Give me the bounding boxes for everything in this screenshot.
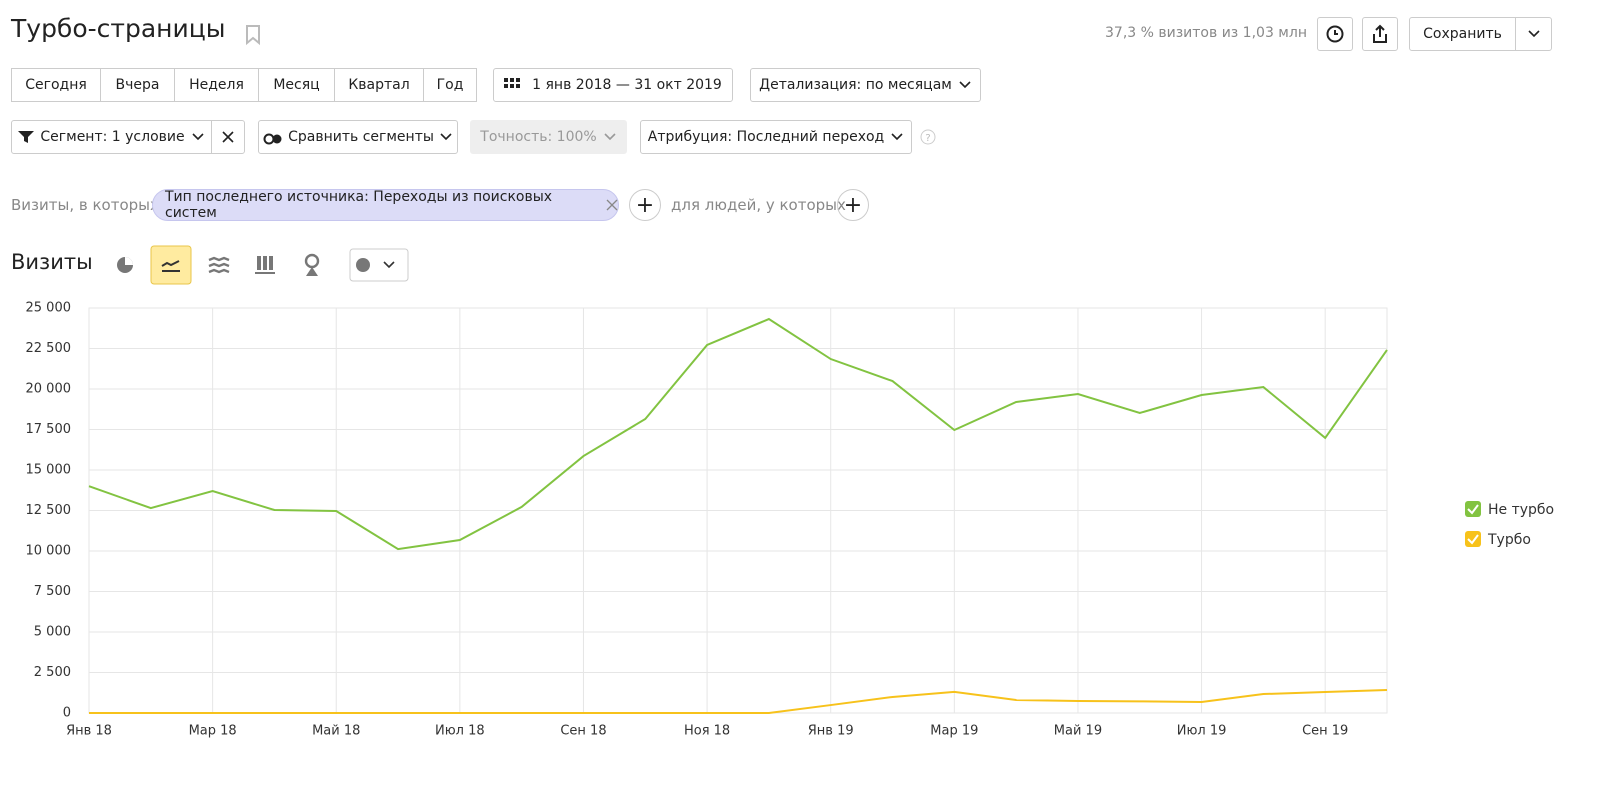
- y-tick-label: 2 500: [34, 665, 71, 680]
- area-type[interactable]: [208, 256, 230, 274]
- x-tick-label: Июл 19: [1177, 724, 1227, 739]
- filter-prefix: Визиты, в которых: [11, 196, 159, 214]
- legend-item[interactable]: Не турбо: [1465, 501, 1554, 518]
- y-tick-label: 12 500: [26, 503, 72, 518]
- svg-text:?: ?: [925, 133, 930, 144]
- y-tick-label: 20 000: [26, 382, 72, 397]
- compare-label: Сравнить сегменты: [288, 129, 434, 145]
- pie-type[interactable]: [117, 257, 133, 273]
- add-people-condition[interactable]: +: [837, 189, 869, 221]
- legend-checkbox: [1465, 531, 1481, 547]
- detail-label: Детализация: по месяцам: [759, 77, 952, 93]
- add-condition[interactable]: +: [629, 189, 661, 221]
- detail-button[interactable]: Детализация: по месяцам: [750, 68, 981, 102]
- segment-label: Сегмент: 1 условие: [40, 129, 185, 145]
- segment-clear[interactable]: [211, 120, 245, 154]
- accuracy-button: Точность: 100%: [470, 120, 627, 154]
- y-tick-label: 10 000: [26, 544, 72, 559]
- save-dropdown[interactable]: [1515, 17, 1552, 51]
- attribution-button[interactable]: Атрибуция: Последний переход: [640, 120, 912, 154]
- accuracy-label: Точность: 100%: [480, 129, 597, 145]
- legend-label: Турбо: [1487, 532, 1531, 548]
- legend-label: Не турбо: [1488, 502, 1554, 518]
- people-label: для людей, у которых: [671, 196, 846, 214]
- y-tick-label: 7 500: [34, 584, 71, 599]
- x-tick-label: Сен 19: [1302, 724, 1348, 739]
- map-type[interactable]: [304, 253, 320, 276]
- period-group: Сегодня Вчера Неделя Месяц Квартал Год: [11, 68, 477, 102]
- filter-chip[interactable]: Тип последнего источника: Переходы из по…: [152, 189, 619, 221]
- x-tick-label: Янв 19: [808, 724, 854, 739]
- chart-type-toolbar: [117, 245, 409, 285]
- bookmark-icon[interactable]: [244, 24, 262, 46]
- annotations-button[interactable]: [349, 248, 409, 282]
- attribution-label: Атрибуция: Последний переход: [647, 129, 885, 145]
- chart-heading: Визиты: [11, 250, 93, 274]
- x-tick-label: Мар 18: [189, 724, 237, 739]
- x-tick-label: Сен 18: [560, 724, 606, 739]
- series-line: [89, 688, 1388, 714]
- date-range: 1 янв 2018 — 31 окт 2019: [532, 77, 722, 93]
- segment-button[interactable]: Сегмент: 1 условие: [11, 120, 212, 154]
- legend-item[interactable]: Турбо: [1465, 531, 1531, 548]
- legend-checkbox: [1465, 501, 1481, 517]
- series-line: [88, 317, 1388, 551]
- legend-check: [1467, 504, 1479, 515]
- period-button[interactable]: Год: [423, 68, 477, 102]
- y-tick-label: 0: [63, 706, 71, 721]
- x-tick-label: Янв 18: [66, 724, 112, 739]
- y-tick-label: 25 000: [26, 301, 72, 316]
- legend-check: [1467, 534, 1479, 545]
- y-tick-label: 15 000: [26, 463, 72, 478]
- x-tick-label: Июл 18: [435, 724, 485, 739]
- compare-button[interactable]: Сравнить сегменты: [258, 120, 458, 154]
- help-icon[interactable]: ?: [920, 129, 936, 145]
- page-title: Турбо-страницы: [11, 14, 226, 43]
- x-tick-label: Мар 19: [930, 724, 978, 739]
- y-tick-label: 17 500: [26, 422, 72, 437]
- x-tick-label: Ноя 18: [684, 724, 730, 739]
- save-button[interactable]: Сохранить: [1409, 17, 1516, 51]
- x-tick-label: Май 18: [312, 724, 360, 739]
- visits-info: 37,3 % визитов из 1,03 млн: [1105, 25, 1307, 41]
- date-range-button[interactable]: 1 янв 2018 — 31 окт 2019: [493, 68, 733, 102]
- history-button[interactable]: [1317, 17, 1353, 51]
- bar-type[interactable]: [255, 256, 275, 274]
- export-button[interactable]: [1362, 17, 1398, 51]
- y-tick-label: 5 000: [34, 625, 71, 640]
- y-tick-label: 22 500: [26, 341, 72, 356]
- x-tick-label: Май 19: [1054, 724, 1102, 739]
- filter-condition: Тип последнего источника: Переходы из по…: [165, 189, 553, 221]
- line-type[interactable]: [150, 245, 192, 285]
